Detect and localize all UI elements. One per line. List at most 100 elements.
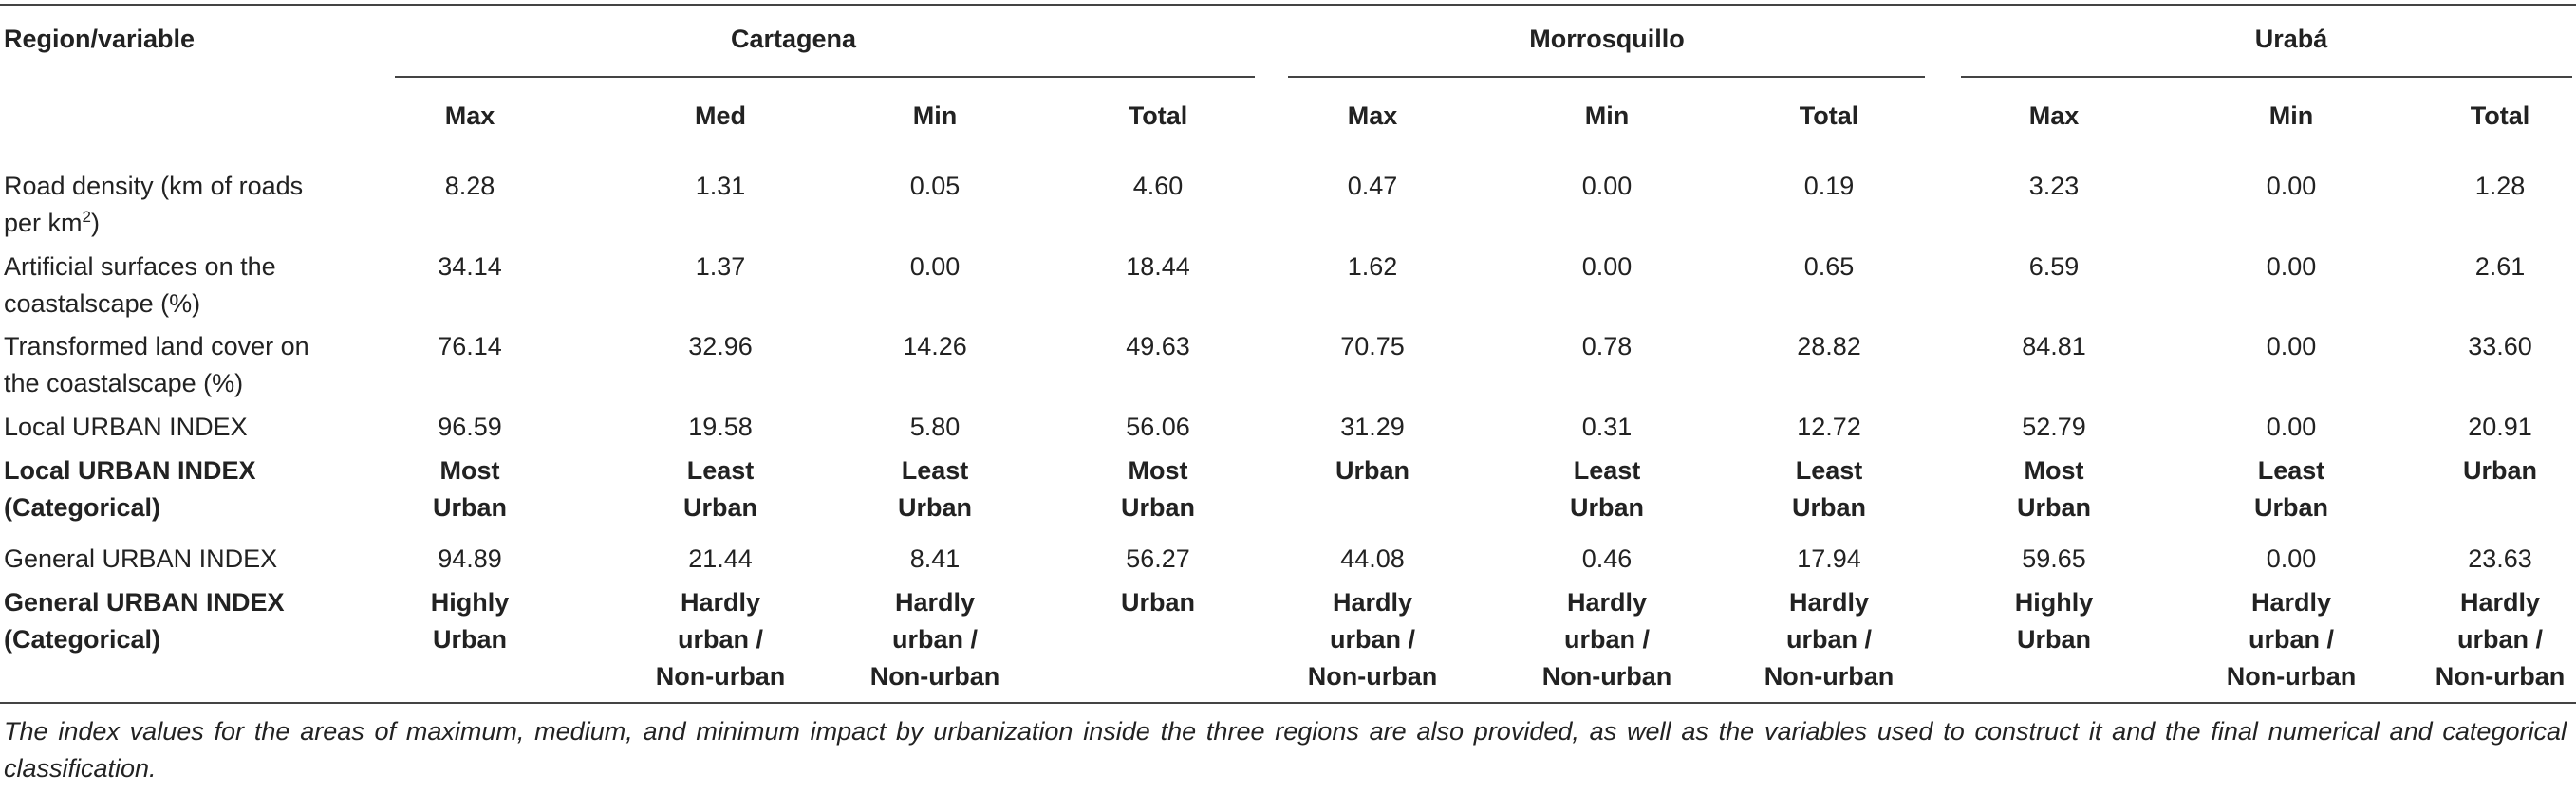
table-cell: Non-urban	[869, 662, 1000, 691]
table-cell: Highly	[430, 588, 510, 617]
table-cell: Urban	[432, 493, 508, 522]
table-cell: 0.47	[1347, 172, 1398, 200]
table-cell: Urban	[2016, 493, 2092, 522]
table-cell: 21.44	[688, 544, 753, 573]
table-cell: 0.00	[2266, 413, 2317, 441]
table-cell: 0.46	[1581, 544, 1633, 573]
table-cell: 49.63	[1126, 332, 1190, 360]
table-cell: 0.00	[909, 252, 961, 281]
row-label-part: )	[91, 209, 100, 237]
table-cell: 0.00	[2266, 172, 2317, 200]
row-label: coastalscape (%)	[4, 289, 201, 318]
table-cell: Hardly	[1566, 588, 1648, 617]
row-label: Local URBAN INDEX	[4, 413, 248, 441]
table-cell: 94.89	[438, 544, 502, 573]
column-header: Min	[1584, 101, 1630, 130]
table-cell: Urban	[1569, 493, 1645, 522]
table-cell: urban /	[891, 625, 979, 654]
table-cell: 3.23	[2028, 172, 2080, 200]
table-cell: 84.81	[2022, 332, 2086, 360]
table-cell: Most	[1128, 456, 1188, 485]
top-rule	[0, 4, 2576, 6]
table-cell: Hardly	[680, 588, 761, 617]
table-cell: Urban	[2253, 493, 2329, 522]
region-header-uraba: Urabá	[2254, 25, 2328, 53]
column-header: Total	[2470, 101, 2530, 130]
table-cell: Least	[1795, 456, 1863, 485]
table-cell: 32.96	[688, 332, 753, 360]
column-header: Max	[444, 101, 495, 130]
row-label: Road density (km of roads	[4, 172, 304, 200]
table-cell: Hardly	[894, 588, 976, 617]
table-cell: Least	[901, 456, 969, 485]
table-cell: Non-urban	[655, 662, 786, 691]
table-cell: 19.58	[688, 413, 753, 441]
table-cell: Hardly	[2250, 588, 2332, 617]
table-cell: Least	[1573, 456, 1641, 485]
table-cell: 34.14	[438, 252, 502, 281]
table-cell: 76.14	[438, 332, 502, 360]
table-cell: Non-urban	[1764, 662, 1895, 691]
corner-header: Region/variable	[4, 25, 196, 53]
table-cell: Least	[686, 456, 755, 485]
table-cell: urban /	[1785, 625, 1873, 654]
table-cell: Urban	[2462, 456, 2538, 485]
table-cell: 0.05	[909, 172, 961, 200]
table-cell: 0.00	[2266, 332, 2317, 360]
table-cell: 4.60	[1132, 172, 1184, 200]
bottom-rule	[0, 702, 2576, 704]
table-cell: 23.63	[2468, 544, 2532, 573]
column-header: Total	[1799, 101, 1859, 130]
table-cell: Urban	[897, 493, 973, 522]
rule-cartagena	[395, 76, 1255, 78]
table-cell: 5.80	[909, 413, 961, 441]
table-cell: 28.82	[1797, 332, 1861, 360]
table-cell: Urban	[1120, 493, 1196, 522]
table-cell: 56.06	[1126, 413, 1190, 441]
table-cell: 14.26	[903, 332, 967, 360]
table-cell: 8.41	[909, 544, 961, 573]
table-cell: 0.00	[1581, 172, 1633, 200]
column-header: Max	[2028, 101, 2080, 130]
table-cell: 1.28	[2474, 172, 2526, 200]
table-cell: Non-urban	[1541, 662, 1672, 691]
table-cell: 44.08	[1340, 544, 1405, 573]
table-cell: 96.59	[438, 413, 502, 441]
table-cell: 0.00	[2266, 544, 2317, 573]
table-cell: Urban	[1791, 493, 1867, 522]
column-header: Min	[912, 101, 958, 130]
row-label-part: per km	[4, 209, 83, 237]
row-label: (Categorical)	[4, 625, 161, 654]
table-cell: Most	[2024, 456, 2084, 485]
table-cell: urban /	[2456, 625, 2544, 654]
table-cell: Hardly	[1332, 588, 1413, 617]
table-cell: 8.28	[444, 172, 495, 200]
table-cell: 12.72	[1797, 413, 1861, 441]
table-cell: 31.29	[1340, 413, 1405, 441]
table-cell: urban /	[1563, 625, 1651, 654]
unit-superscript: 2	[82, 208, 91, 226]
row-label: Local URBAN INDEX	[4, 456, 256, 485]
table-cell: Hardly	[2459, 588, 2541, 617]
table-cell: 20.91	[2468, 413, 2532, 441]
table-cell: Non-urban	[1307, 662, 1438, 691]
column-header: Med	[695, 101, 746, 130]
row-label: Transformed land cover on	[4, 332, 309, 360]
table-cell: 52.79	[2022, 413, 2086, 441]
table-cell: urban /	[1329, 625, 1416, 654]
row-label: General URBAN INDEX	[4, 588, 285, 617]
table-cell: Non-urban	[2435, 662, 2566, 691]
row-label: (Categorical)	[4, 493, 161, 522]
table-cell: 0.65	[1803, 252, 1855, 281]
table-cell: Urban	[2016, 625, 2092, 654]
table-cell: 0.00	[1581, 252, 1633, 281]
table-cell: 33.60	[2468, 332, 2532, 360]
table-cell: Most	[439, 456, 500, 485]
table-cell: Urban	[432, 625, 508, 654]
table-cell: 2.61	[2474, 252, 2526, 281]
table-cell: urban /	[677, 625, 764, 654]
rule-uraba	[1961, 76, 2572, 78]
column-header: Total	[1128, 101, 1188, 130]
table-cell: Highly	[2014, 588, 2094, 617]
table-cell: Urban	[1120, 588, 1196, 617]
